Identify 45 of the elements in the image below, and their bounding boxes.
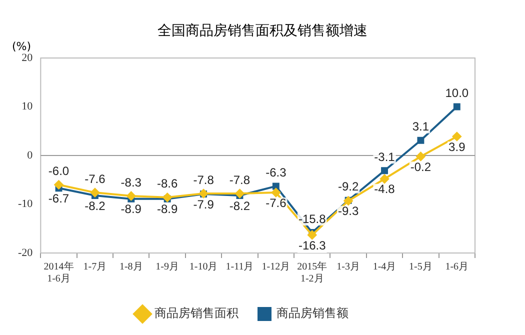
x-tick-label: 1-4月 — [372, 262, 396, 273]
chart-title: 全国商品房销售面积及销售额增速 — [156, 22, 368, 40]
x-tick-label: 1-8月 — [119, 262, 143, 273]
data-label: -9.3 — [338, 204, 359, 218]
data-label: -7.8 — [193, 172, 214, 187]
y-tick-label: 0 — [27, 149, 34, 162]
data-label: -8.3 — [120, 175, 142, 190]
data-label: -8.6 — [157, 176, 178, 191]
y-tick-label: -10 — [18, 198, 34, 210]
legend-label: 商品房销售额 — [276, 306, 348, 320]
x-tick-label: 1-5月 — [409, 262, 432, 273]
x-tick-label: 2014年 1-6月 — [44, 260, 74, 285]
data-label: 10.0 — [445, 86, 469, 100]
data-label: -8.2 — [84, 198, 106, 213]
data-label: -4.8 — [374, 182, 396, 196]
data-label: -15.8 — [298, 212, 326, 226]
legend-label: 商品房销售面积 — [154, 306, 238, 320]
data-label: -7.6 — [266, 196, 287, 210]
data-label: -8.2 — [229, 198, 250, 213]
data-label: -6.7 — [48, 191, 70, 206]
x-tick-label: 1-10月 — [189, 262, 218, 273]
x-tick-label: 1-9月 — [156, 262, 180, 273]
data-label: -3.1 — [374, 150, 396, 164]
data-label: -6.3 — [266, 166, 287, 180]
x-tick-label: 1-7月 — [83, 262, 107, 273]
x-tick-label: 1-3月 — [336, 262, 360, 273]
data-label: -0.2 — [410, 160, 432, 174]
x-tick-label: 2015年 1-2月 — [297, 260, 328, 285]
data-label: -7.8 — [229, 172, 250, 187]
y-axis-title: (%) — [12, 40, 32, 53]
data-label: -8.9 — [120, 202, 142, 216]
x-tick-label: 1-12月 — [262, 262, 290, 273]
data-label: -9.2 — [338, 180, 359, 194]
y-tick-label: 10 — [22, 100, 34, 113]
data-label: 3.1 — [412, 120, 430, 134]
data-label: -7.6 — [84, 172, 106, 186]
data-label: 3.9 — [448, 140, 466, 154]
data-label: -6.0 — [48, 164, 70, 178]
y-tick-label: -20 — [18, 246, 34, 259]
x-tick-label: 1-11月 — [226, 262, 254, 273]
data-label: -8.9 — [157, 202, 178, 216]
x-tick-label: 1-6月 — [445, 262, 469, 273]
data-label: -7.9 — [193, 197, 214, 212]
y-tick-label: 20 — [22, 52, 34, 64]
data-label: -16.3 — [298, 238, 326, 252]
